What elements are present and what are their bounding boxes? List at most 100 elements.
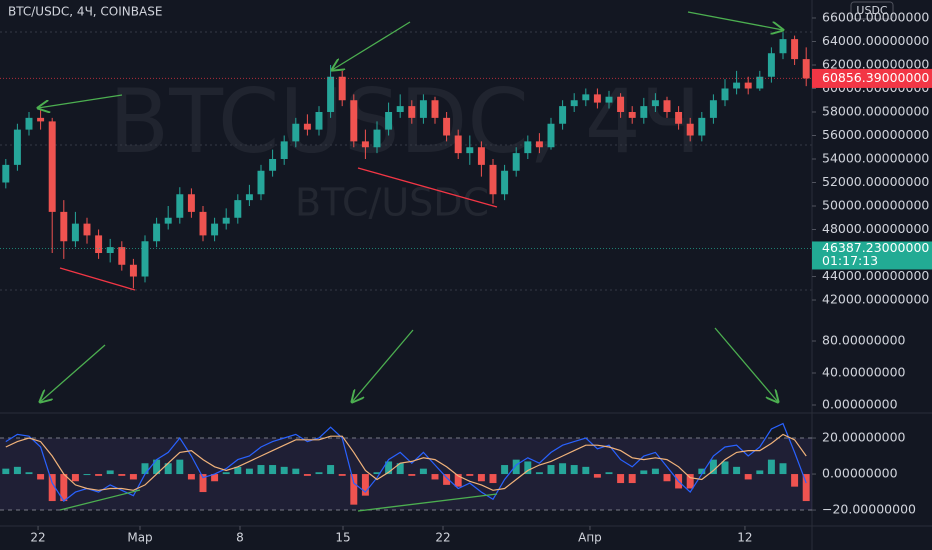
candle-body (721, 88, 729, 101)
price-label-box (812, 241, 932, 270)
histogram-bar (408, 474, 416, 476)
y-tick-label: 40.00000000 (822, 365, 906, 380)
candle-body (199, 211, 207, 236)
candle-body (13, 129, 21, 165)
x-tick-label: 8 (236, 531, 244, 545)
histogram-bar (118, 474, 126, 476)
y-tick-label: −20.00000000 (822, 502, 916, 517)
x-tick-label: 22 (30, 531, 45, 545)
y-tick-label: 56000.00000000 (822, 127, 929, 142)
y-tick-label: 52000.00000000 (822, 174, 929, 189)
histogram-bar (25, 472, 33, 475)
band-fill (0, 438, 812, 511)
x-tick-label: Апр (578, 531, 602, 545)
candle-body (675, 111, 683, 124)
oscillator-line (5, 433, 807, 491)
candle-body (512, 153, 520, 171)
candle-body (95, 235, 103, 254)
watermark: BTCUSDC, 4Ч (109, 70, 701, 173)
x-tick-label: 15 (335, 531, 350, 545)
candle-body (129, 264, 137, 277)
candle-body (733, 82, 741, 89)
histogram-bar (234, 466, 242, 475)
candle-body (628, 111, 636, 118)
trend-line (59, 267, 136, 291)
candle-body (315, 111, 323, 130)
candle-body (385, 111, 393, 130)
histogram-bar (141, 463, 149, 475)
histogram-bar (292, 468, 300, 475)
candle-body (106, 247, 114, 254)
candle-body (419, 100, 427, 118)
histogram-bar (733, 466, 741, 475)
arrow (38, 94, 123, 108)
histogram-bar (559, 463, 567, 475)
histogram-bar (83, 474, 91, 476)
histogram-bar (2, 468, 10, 475)
histogram-bar (338, 474, 346, 476)
candle-body (211, 223, 219, 236)
histogram-bar (663, 474, 671, 482)
candle-body (187, 194, 195, 212)
y-tick-label: 66000.00000000 (822, 9, 929, 24)
candle-body (466, 147, 474, 154)
y-tick-label: 48000.00000000 (822, 221, 929, 236)
currency-box[interactable] (850, 1, 894, 20)
histogram-bar (791, 474, 799, 487)
arrow (40, 344, 106, 402)
candle-body (222, 217, 230, 224)
candle-body (477, 147, 485, 165)
candle-body (802, 59, 810, 79)
candle-body (164, 217, 172, 224)
x-tick-label: 22 (435, 531, 450, 545)
histogram-bar (327, 465, 335, 475)
histogram-bar (315, 472, 323, 475)
candle-body (640, 106, 648, 118)
y-tick-label: 0.00000000 (822, 397, 898, 412)
candle-body (756, 76, 764, 89)
arrow (352, 329, 414, 402)
y-tick-label: 62000.00000000 (822, 56, 929, 71)
candle-body (257, 170, 265, 195)
histogram-bar (361, 474, 369, 496)
histogram-bar (303, 474, 311, 476)
histogram-bar (535, 472, 543, 475)
histogram-bar (176, 459, 184, 475)
x-tick-label: 12 (737, 531, 752, 545)
y-tick-label: 54000.00000000 (822, 151, 929, 166)
axes: 22 Мар 8 15 22 Апр 12 66000.00000000 64000.00000… (30, 9, 932, 545)
trend-line (59, 489, 141, 511)
histogram-bar (547, 465, 555, 475)
candle-body (396, 106, 404, 112)
watermark-group: BTCUSDC, 4Ч BTC/USDC (109, 70, 701, 225)
histogram-bar (477, 474, 485, 482)
histogram-bar (60, 474, 68, 502)
plot (0, 32, 812, 511)
candle-body (489, 164, 497, 195)
candle-body (663, 100, 671, 112)
histogram-bar (779, 463, 787, 475)
candle-body (37, 117, 45, 122)
candle-body (234, 200, 242, 218)
histogram-bar (280, 466, 288, 475)
histogram-bar (489, 474, 497, 484)
y-tick-label: 0.00000000 (822, 466, 898, 481)
trend-line (357, 167, 498, 208)
histogram-bar (721, 461, 729, 475)
histogram-bar (419, 468, 427, 475)
histogram-bar (211, 474, 219, 482)
histogram-bar (13, 466, 21, 475)
candle-body (83, 223, 91, 236)
candle-body (303, 123, 311, 130)
currency[interactable]: USDC (856, 4, 888, 17)
histogram-bar (524, 461, 532, 475)
histogram-bar (257, 465, 265, 475)
price-label: 46387.23000000 (822, 240, 929, 255)
chart-title: BTC/USDC, 4Ч, COINBASE (8, 5, 162, 19)
y-tick-label: 44000.00000000 (822, 268, 929, 283)
y-tick-label: 50000.00000000 (822, 198, 929, 213)
candle-body (605, 96, 613, 103)
trend-line (357, 493, 498, 512)
